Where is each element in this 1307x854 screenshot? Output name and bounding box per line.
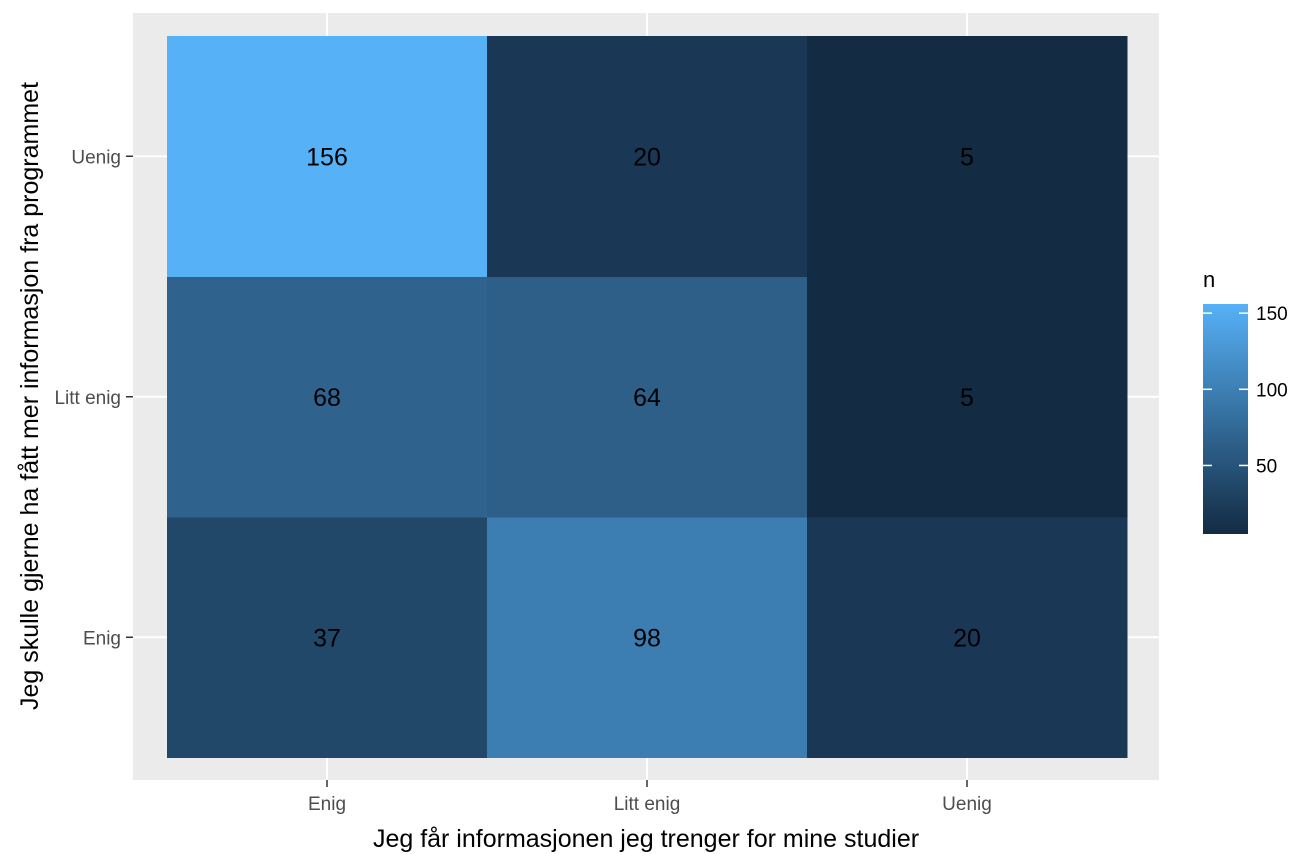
legend-colorbar	[1203, 304, 1248, 534]
legend-ticks: 50 100 150	[1203, 304, 1288, 477]
x-tick-label: Enig	[308, 794, 346, 815]
heatmap-cell	[167, 36, 488, 277]
cell-value-label: 5	[960, 384, 974, 412]
y-tick-label: Enig	[83, 628, 121, 649]
x-tick-label: Uenig	[942, 794, 992, 815]
cell-value-label: 37	[313, 624, 341, 652]
x-axis: Enig Litt enig Uenig	[308, 780, 992, 815]
heatmap-cells	[167, 36, 1128, 758]
heatmap-cell	[807, 517, 1128, 758]
heatmap-cell	[167, 517, 488, 758]
heatmap-cell	[487, 36, 808, 277]
cell-value-label: 5	[960, 143, 974, 171]
heatmap-cell	[487, 517, 808, 758]
legend-tick-label: 50	[1256, 456, 1277, 477]
color-legend: n 50 100 150	[1203, 267, 1288, 534]
legend-tick-label: 150	[1256, 304, 1288, 325]
cell-labels: 37 98 20 68 64 5 156 20 5	[306, 143, 981, 652]
cell-value-label: 98	[633, 624, 661, 652]
cell-value-label: 68	[313, 384, 341, 412]
heatmap-cell	[167, 276, 488, 518]
cell-value-label: 64	[633, 384, 661, 412]
heatmap-cell	[807, 276, 1128, 518]
legend-title: n	[1203, 267, 1215, 292]
cell-value-label: 20	[953, 624, 981, 652]
x-tick-label: Litt enig	[614, 794, 681, 815]
cell-value-label: 156	[306, 143, 348, 171]
legend-tick-label: 100	[1256, 380, 1288, 401]
heatmap-cell	[807, 36, 1128, 277]
y-tick-label: Litt enig	[54, 388, 121, 409]
cell-value-label: 20	[633, 143, 661, 171]
heatmap-cell	[487, 276, 808, 518]
y-axis-title: Jeg skulle gjerne ha fått mer informasjo…	[16, 82, 44, 710]
y-tick-label: Uenig	[71, 147, 121, 168]
y-axis: Enig Litt enig Uenig	[54, 147, 133, 649]
x-axis-title: Jeg får informasjonen jeg trenger for mi…	[373, 825, 919, 853]
